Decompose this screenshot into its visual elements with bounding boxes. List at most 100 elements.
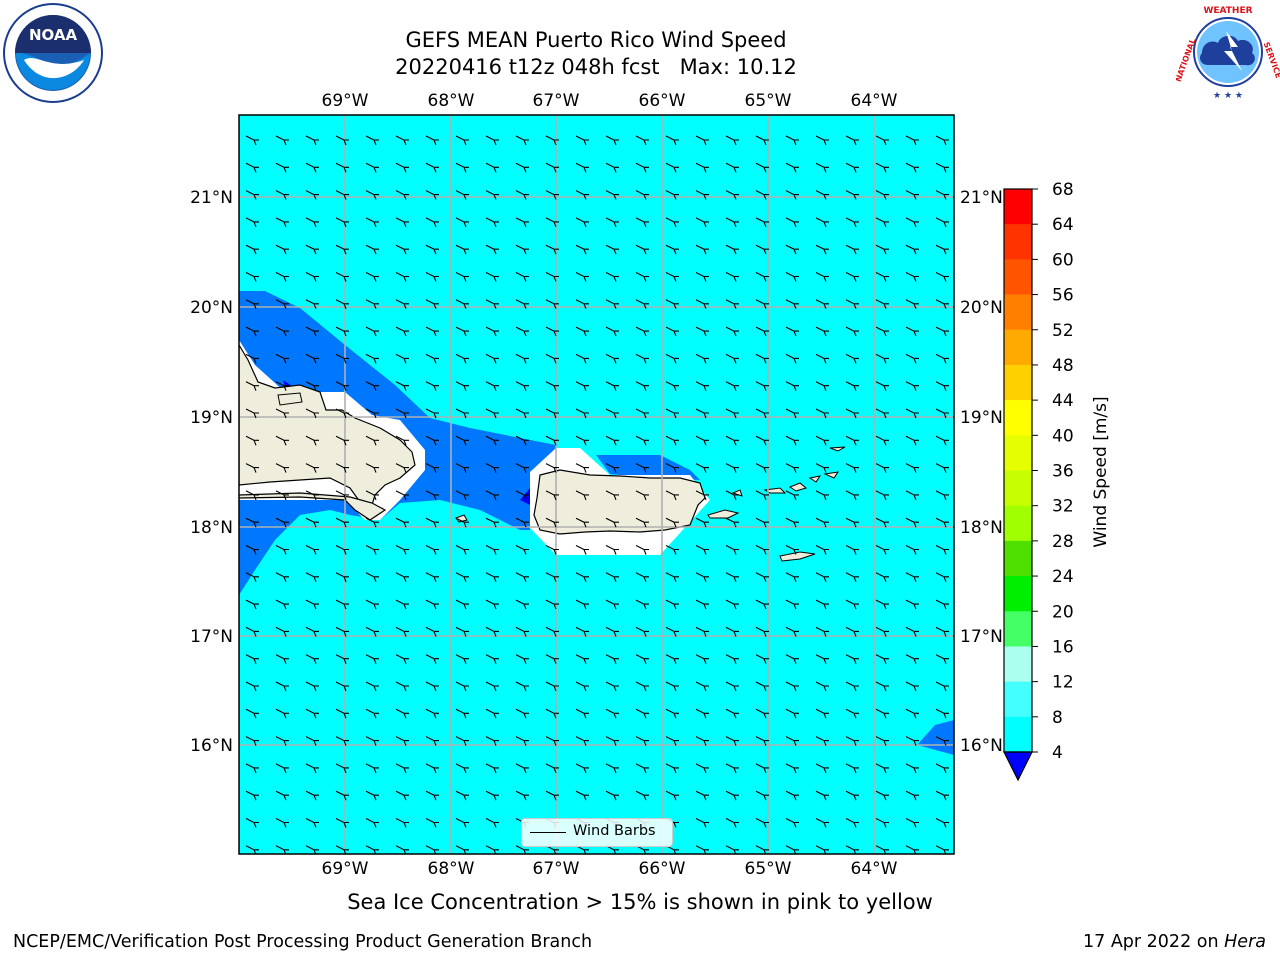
wind-barb bbox=[935, 736, 949, 746]
wind-barb bbox=[815, 162, 829, 173]
wind-barb bbox=[935, 272, 949, 282]
wind-barb bbox=[665, 517, 679, 528]
wind-barb bbox=[425, 162, 439, 173]
lat-label-right: 20°N bbox=[960, 298, 1003, 318]
lat-label-left: 18°N bbox=[190, 518, 233, 538]
wind-barb bbox=[725, 217, 739, 228]
colorbar-segment bbox=[1004, 294, 1032, 331]
wind-barb bbox=[785, 490, 799, 501]
wind-barb bbox=[605, 244, 619, 255]
wind-barb bbox=[425, 845, 439, 854]
wind-barb bbox=[455, 654, 469, 664]
lon-label-top: 67°W bbox=[533, 91, 580, 111]
lon-label-bottom: 64°W bbox=[851, 859, 898, 879]
wind-barb bbox=[275, 244, 289, 255]
wind-barb bbox=[605, 299, 619, 310]
wind-barb bbox=[455, 708, 469, 719]
wind-barb bbox=[665, 490, 679, 501]
wind-barb bbox=[875, 299, 889, 310]
wind-barb bbox=[245, 272, 259, 282]
wind-barb bbox=[755, 381, 769, 391]
wind-barb bbox=[605, 736, 619, 746]
wind-barb bbox=[695, 135, 709, 146]
wind-barb bbox=[485, 708, 499, 719]
wind-barb bbox=[695, 490, 709, 501]
wind-barb bbox=[455, 272, 469, 282]
wind-barb bbox=[275, 490, 289, 501]
wind-barb bbox=[245, 244, 259, 255]
wind-barb bbox=[725, 272, 739, 282]
wind-barb bbox=[875, 490, 889, 501]
wind-barb bbox=[695, 272, 709, 282]
wind-barb bbox=[245, 353, 259, 364]
wind-barb bbox=[515, 572, 529, 583]
wind-barb bbox=[845, 244, 859, 255]
wind-barb bbox=[845, 162, 859, 173]
wind-barb bbox=[485, 162, 499, 173]
wind-barb bbox=[395, 217, 409, 228]
wind-barb bbox=[845, 381, 859, 391]
wind-barb bbox=[275, 162, 289, 173]
wind-barb bbox=[665, 845, 679, 854]
wind-barb bbox=[665, 463, 679, 473]
wind-barb bbox=[755, 736, 769, 746]
wind-barb bbox=[725, 599, 739, 610]
wind-barb bbox=[635, 463, 649, 473]
wind-barb bbox=[335, 272, 349, 282]
wind-barb bbox=[245, 217, 259, 228]
wind-barb bbox=[815, 381, 829, 391]
wind-barb bbox=[515, 353, 529, 364]
wind-barb bbox=[275, 708, 289, 719]
wind-barb bbox=[875, 626, 889, 637]
wind-barb bbox=[545, 845, 559, 854]
wind-barb bbox=[935, 244, 949, 255]
wind-barb bbox=[485, 545, 499, 555]
wind-barb bbox=[935, 517, 949, 528]
wind-barb bbox=[485, 190, 499, 200]
wind-barb bbox=[545, 272, 559, 282]
colorbar-segment bbox=[1004, 505, 1032, 542]
wind-barb bbox=[845, 353, 859, 364]
wind-barb bbox=[635, 626, 649, 637]
wind-barb bbox=[365, 490, 379, 501]
wind-barb bbox=[605, 435, 619, 446]
wind-barb bbox=[635, 435, 649, 446]
wind-barb bbox=[815, 135, 829, 146]
wind-barb bbox=[245, 490, 259, 501]
wind-barb bbox=[785, 681, 799, 692]
wind-barb bbox=[365, 599, 379, 610]
wind-barb bbox=[455, 681, 469, 692]
wind-barb bbox=[845, 135, 859, 146]
wind-barb bbox=[485, 244, 499, 255]
wind-barb bbox=[935, 845, 949, 854]
wind-barb bbox=[845, 599, 859, 610]
colorbar-segment bbox=[1004, 400, 1032, 436]
wind-barb bbox=[935, 790, 949, 801]
wind-barb bbox=[785, 326, 799, 337]
wind-barb bbox=[635, 599, 649, 610]
wind-barb bbox=[485, 408, 499, 419]
wind-barb bbox=[305, 408, 319, 419]
wind-barb bbox=[785, 818, 799, 828]
wind-barb bbox=[935, 135, 949, 146]
wind-barb bbox=[605, 708, 619, 719]
colorbar-segment bbox=[1004, 259, 1032, 296]
wind-barb bbox=[815, 408, 829, 419]
lat-label-right: 21°N bbox=[960, 188, 1003, 208]
wind-barb bbox=[245, 190, 259, 200]
wind-barb bbox=[755, 326, 769, 337]
colorbar-tick-label: 48 bbox=[1052, 356, 1074, 376]
wind-barb bbox=[545, 626, 559, 637]
wind-under-patch bbox=[520, 488, 532, 506]
wind-barb bbox=[335, 135, 349, 146]
wind-barb bbox=[725, 517, 739, 528]
wind-barb bbox=[905, 517, 919, 528]
wind-barb bbox=[275, 845, 289, 854]
lon-label-bottom: 68°W bbox=[428, 859, 475, 879]
wind-barb bbox=[365, 517, 379, 528]
wind-barb bbox=[605, 490, 619, 501]
wind-barb bbox=[275, 654, 289, 664]
colorbar-tick-label: 20 bbox=[1052, 602, 1074, 622]
wind-barb bbox=[575, 353, 589, 364]
wind-barb bbox=[935, 545, 949, 555]
